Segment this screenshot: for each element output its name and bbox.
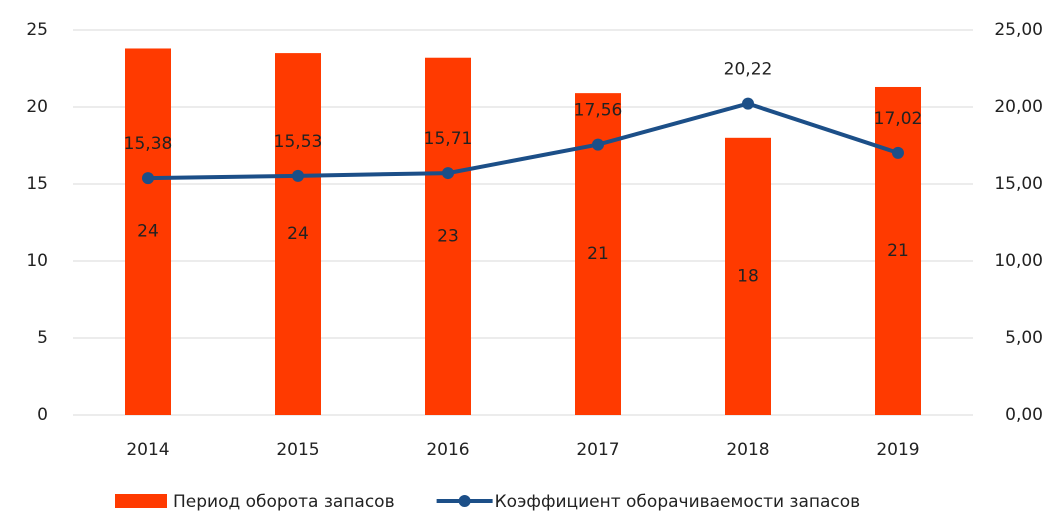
bar-value-label: 18 — [737, 266, 759, 286]
y2-tick-label: 25,00 — [994, 20, 1043, 40]
line-point — [892, 146, 904, 159]
line-point — [142, 172, 154, 185]
x-tick-label: 2015 — [276, 440, 319, 460]
y-tick-label: 5 — [37, 328, 48, 348]
bar-value-label: 24 — [287, 224, 309, 244]
line-point — [742, 97, 754, 110]
bar — [425, 57, 471, 415]
line — [147, 101, 899, 181]
line-point — [292, 169, 304, 182]
bar-value-label: 21 — [587, 244, 609, 264]
y2-tick-label: 0,00 — [1005, 405, 1043, 425]
x-tick-label: 2014 — [126, 440, 169, 460]
y2-tick-label: 15,00 — [994, 174, 1043, 194]
x-tick-label: 2016 — [426, 440, 469, 460]
legend-label: Коэффициент оборачиваемости запасов — [495, 492, 861, 512]
line-value-label: 15,53 — [274, 132, 323, 152]
y2-tick-label: 10,00 — [994, 251, 1043, 271]
x-tick-label: 2017 — [576, 440, 619, 460]
line-value-label: 17,56 — [574, 101, 623, 121]
y-tick-label: 25 — [26, 20, 48, 40]
bar-value-label: 21 — [887, 241, 909, 261]
line-value-label: 15,71 — [424, 129, 473, 149]
line-point — [442, 167, 454, 180]
bar — [275, 53, 321, 415]
line-value-label: 17,02 — [874, 109, 923, 129]
y2-tick-label: 20,00 — [994, 97, 1043, 117]
y-tick-label: 0 — [37, 405, 48, 425]
bar — [875, 86, 921, 415]
bar-value-label: 23 — [437, 226, 459, 246]
x-tick-label: 2019 — [876, 440, 919, 460]
x-tick-label: 2018 — [726, 440, 769, 460]
bar-value-label: 24 — [137, 222, 159, 242]
legend-swatch — [458, 495, 471, 507]
y-tick-label: 20 — [26, 97, 48, 117]
line-point — [592, 138, 604, 151]
y-tick-label: 10 — [26, 251, 48, 271]
line-value-label: 15,38 — [124, 134, 173, 154]
y-tick-label: 15 — [26, 174, 48, 194]
legend-swatch — [115, 494, 167, 508]
bar — [125, 48, 171, 415]
y2-tick-label: 5,00 — [1005, 328, 1043, 348]
legend-label: Период оборота запасов — [173, 492, 395, 512]
line-value-label: 20,22 — [724, 60, 773, 80]
bar — [725, 137, 771, 416]
